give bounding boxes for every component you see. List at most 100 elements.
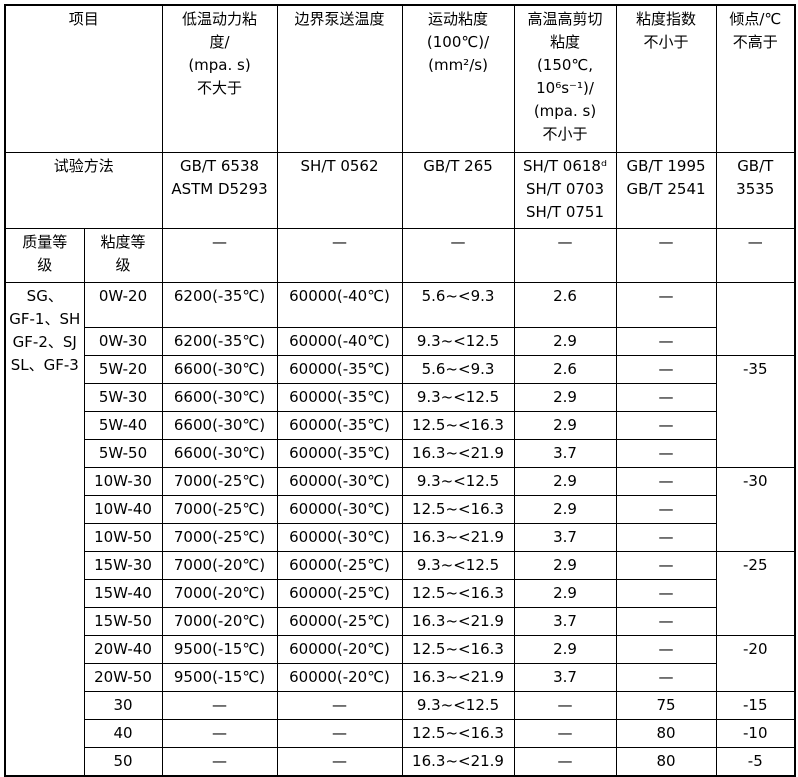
spec-row-10w50: 10W-50 7000(-25℃) 60000(-30℃) 16.3~<21.9… bbox=[5, 522, 795, 552]
cell-viscosity-grade: 15W-40 bbox=[83, 578, 163, 608]
cell-pumping-temp: 60000(-35℃) bbox=[276, 410, 403, 440]
cell-kinematic-viscosity: 16.3~<21.9 bbox=[401, 522, 515, 552]
cell-pour-point bbox=[715, 281, 796, 356]
spec-row-50: 50 — — 16.3~<21.9 — 80 -5 bbox=[5, 746, 796, 776]
spec-row-0w20: SG、 GF-1、SH GF-2、SJ SL、GF-3 0W-20 6200(-… bbox=[4, 281, 796, 776]
cell-kinematic-viscosity: 9.3~<12.5 bbox=[401, 382, 515, 412]
cell-pumping-temp: 60000(-40℃) bbox=[276, 281, 403, 328]
cell-kinematic-viscosity: 12.5~<16.3 bbox=[401, 718, 515, 748]
cell-kinematic-viscosity: 5.6~<9.3 bbox=[401, 354, 515, 384]
cell-viscosity-index: — bbox=[615, 550, 717, 580]
cell-pour-point: -25 bbox=[715, 550, 796, 636]
cell-low-temp-viscosity: 7000(-20℃) bbox=[161, 606, 278, 636]
cell-low-temp-viscosity: 9500(-15℃) bbox=[161, 634, 278, 664]
cell-kinematic-viscosity: 16.3~<21.9 bbox=[401, 746, 515, 776]
test-method-kinematic: GB/T 265 bbox=[401, 151, 515, 229]
cell-pumping-temp: — bbox=[276, 718, 403, 748]
cell-kinematic-viscosity: 12.5~<16.3 bbox=[401, 494, 515, 524]
grade-header-dash: — bbox=[513, 227, 617, 283]
cell-kinematic-viscosity: 16.3~<21.9 bbox=[401, 606, 515, 636]
test-method-viscosity-index: GB/T 1995 GB/T 2541 bbox=[615, 151, 717, 229]
cell-pumping-temp: 60000(-25℃) bbox=[276, 550, 403, 580]
cell-pumping-temp: 60000(-35℃) bbox=[276, 438, 403, 468]
cell-low-temp-viscosity: 7000(-20℃) bbox=[161, 550, 278, 580]
cell-hths-viscosity: 3.7 bbox=[513, 606, 617, 636]
cell-viscosity-index: — bbox=[615, 281, 717, 328]
header-pumping-temp: 边界泵送温度 bbox=[276, 4, 403, 153]
spec-row-5w50: 5W-50 6600(-30℃) 60000(-35℃) 16.3~<21.9 … bbox=[5, 438, 795, 468]
spec-row-20w40: 20W-40 9500(-15℃) 60000(-20℃) 12.5~<16.3… bbox=[5, 634, 796, 692]
spec-row-5w30: 5W-30 6600(-30℃) 60000(-35℃) 9.3~<12.5 2… bbox=[5, 382, 795, 412]
cell-pumping-temp: 60000(-25℃) bbox=[276, 578, 403, 608]
cell-pumping-temp: 60000(-30℃) bbox=[276, 522, 403, 552]
cell-viscosity-grade: 10W-40 bbox=[83, 494, 163, 524]
cell-low-temp-viscosity: — bbox=[161, 718, 278, 748]
cell-low-temp-viscosity: 9500(-15℃) bbox=[161, 662, 278, 692]
test-method-row: 试验方法 GB/T 6538 ASTM D5293 SH/T 0562 GB/T… bbox=[4, 151, 796, 229]
cell-kinematic-viscosity: 9.3~<12.5 bbox=[401, 466, 515, 496]
cell-viscosity-index: — bbox=[615, 438, 717, 468]
test-method-label: 试验方法 bbox=[4, 151, 163, 229]
cell-low-temp-viscosity: 7000(-25℃) bbox=[161, 466, 278, 496]
cell-pour-point: -30 bbox=[715, 466, 796, 552]
cell-viscosity-grade: 50 bbox=[83, 746, 163, 776]
cell-viscosity-index: 80 bbox=[615, 746, 717, 776]
cell-hths-viscosity: 2.9 bbox=[513, 382, 617, 412]
cell-low-temp-viscosity: 7000(-20℃) bbox=[161, 578, 278, 608]
cell-pour-point: -35 bbox=[715, 354, 796, 468]
cell-viscosity-index: — bbox=[615, 578, 717, 608]
grade-header-dash: — bbox=[715, 227, 796, 283]
header-row: 项目 低温动力粘 度/ (mpa. s) 不大于 边界泵送温度 运动粘度 (10… bbox=[4, 4, 796, 153]
spec-row-5w40: 5W-40 6600(-30℃) 60000(-35℃) 12.5~<16.3 … bbox=[5, 410, 795, 440]
cell-viscosity-grade: 20W-40 bbox=[83, 634, 163, 664]
test-method-pour-point: GB/T 3535 bbox=[715, 151, 796, 229]
cell-kinematic-viscosity: 9.3~<12.5 bbox=[401, 550, 515, 580]
cell-viscosity-grade: 5W-40 bbox=[83, 410, 163, 440]
grade-header-dash: — bbox=[276, 227, 403, 283]
cell-viscosity-index: — bbox=[615, 466, 717, 496]
spec-row-5w20: 5W-20 6600(-30℃) 60000(-35℃) 5.6~<9.3 2.… bbox=[5, 354, 796, 468]
cell-kinematic-viscosity: 12.5~<16.3 bbox=[401, 634, 515, 664]
cell-low-temp-viscosity: — bbox=[161, 746, 278, 776]
cell-kinematic-viscosity: 9.3~<12.5 bbox=[401, 326, 515, 356]
cell-pour-point: -10 bbox=[715, 718, 796, 748]
cell-hths-viscosity: 2.9 bbox=[513, 410, 617, 440]
cell-low-temp-viscosity: 6200(-35℃) bbox=[161, 326, 278, 356]
cell-viscosity-grade: 20W-50 bbox=[83, 662, 163, 692]
cell-viscosity-grade: 15W-50 bbox=[83, 606, 163, 636]
cell-hths-viscosity: 2.9 bbox=[513, 326, 617, 356]
spec-row-0w30: 0W-30 6200(-35℃) 60000(-40℃) 9.3~<12.5 2… bbox=[5, 326, 795, 356]
cell-viscosity-index: — bbox=[615, 410, 717, 440]
cell-kinematic-viscosity: 16.3~<21.9 bbox=[401, 662, 515, 692]
cell-pumping-temp: 60000(-30℃) bbox=[276, 466, 403, 496]
spec-row-10w30: 10W-30 7000(-25℃) 60000(-30℃) 9.3~<12.5 … bbox=[5, 466, 796, 552]
grade-header-row: 质量等 级 粘度等 级 — — — — — — bbox=[4, 227, 796, 283]
cell-hths-viscosity: 2.9 bbox=[513, 550, 617, 580]
cell-hths-viscosity: 2.9 bbox=[513, 634, 617, 664]
grade-header-dash: — bbox=[615, 227, 717, 283]
cell-viscosity-index: — bbox=[615, 326, 717, 356]
header-pour-point: 倾点/℃ 不高于 bbox=[715, 4, 796, 153]
cell-pumping-temp: — bbox=[276, 690, 403, 720]
cell-viscosity-index: — bbox=[615, 522, 717, 552]
cell-viscosity-grade: 30 bbox=[83, 690, 163, 720]
header-viscosity-index: 粘度指数 不小于 bbox=[615, 4, 717, 153]
cell-hths-viscosity: — bbox=[513, 746, 617, 776]
cell-viscosity-index: — bbox=[615, 606, 717, 636]
spec-row-20w50: 20W-50 9500(-15℃) 60000(-20℃) 16.3~<21.9… bbox=[5, 662, 795, 692]
cell-hths-viscosity: 3.7 bbox=[513, 438, 617, 468]
cell-kinematic-viscosity: 16.3~<21.9 bbox=[401, 438, 515, 468]
cell-hths-viscosity: 2.9 bbox=[513, 578, 617, 608]
cell-low-temp-viscosity: 6200(-35℃) bbox=[161, 281, 278, 328]
cell-pumping-temp: 60000(-35℃) bbox=[276, 382, 403, 412]
cell-pour-point: -5 bbox=[715, 746, 796, 776]
cell-hths-viscosity: — bbox=[513, 718, 617, 748]
cell-viscosity-index: — bbox=[615, 662, 717, 692]
cell-viscosity-grade: 40 bbox=[83, 718, 163, 748]
header-hths-viscosity: 高温高剪切 粘度 (150℃, 10⁶s⁻¹)/ (mpa. s) 不小于 bbox=[513, 4, 617, 153]
cell-viscosity-grade: 0W-30 bbox=[83, 326, 163, 356]
test-method-pumping: SH/T 0562 bbox=[276, 151, 403, 229]
cell-pumping-temp: — bbox=[276, 746, 403, 776]
quality-grade-label: 质量等 级 bbox=[4, 227, 85, 283]
cell-hths-viscosity: 2.9 bbox=[513, 466, 617, 496]
